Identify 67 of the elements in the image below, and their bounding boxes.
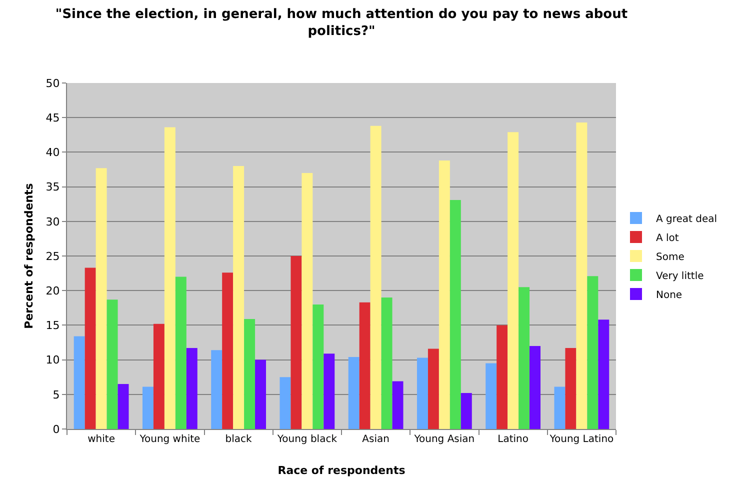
bar: [508, 132, 519, 429]
bar: [312, 304, 324, 429]
bar: [598, 320, 610, 429]
bar: [84, 268, 96, 429]
y-tick-label: 10: [46, 354, 60, 367]
y-tick-label: 15: [46, 319, 60, 332]
y-tick-label: 35: [46, 180, 60, 194]
bar: [359, 302, 370, 429]
bar: [118, 384, 129, 429]
bar: [554, 386, 566, 429]
bar: [416, 358, 428, 429]
bar: [392, 381, 404, 429]
bar: [370, 126, 382, 429]
y-tick-label: 45: [46, 111, 60, 124]
bar: [587, 276, 598, 429]
bar: [348, 357, 360, 429]
y-tick-label: 0: [52, 422, 60, 436]
bar: [518, 287, 530, 429]
bar: [530, 346, 541, 429]
x-tick-label: Young white: [138, 434, 200, 445]
bar: [438, 160, 450, 429]
bar: [175, 276, 186, 429]
bar: [96, 168, 107, 429]
x-tick-label: Asian: [362, 434, 390, 445]
bar: [324, 354, 335, 429]
bar: [233, 166, 244, 429]
y-tick-label: 5: [52, 388, 60, 402]
bar: [211, 350, 222, 429]
bar: [106, 300, 118, 429]
bar: [74, 336, 85, 429]
x-tick-label: black: [225, 434, 252, 445]
x-axis-title: Race of respondents: [278, 464, 406, 478]
bar: [565, 348, 576, 429]
bar: [153, 324, 164, 429]
bar: [222, 272, 234, 429]
legend-label: Very little: [656, 270, 704, 282]
legend-label: A great deal: [656, 214, 718, 225]
y-tick-label: 40: [46, 146, 60, 160]
x-tick-label: Latino: [498, 434, 528, 445]
bar: [450, 200, 461, 429]
bar: [280, 377, 291, 429]
legend-label: A lot: [656, 232, 679, 244]
bar: [428, 348, 439, 429]
y-tick-label: 20: [46, 284, 60, 298]
bar: [381, 298, 392, 429]
chart-title: "Since the election, in general, how much attention do you pay to news about politics?": [55, 7, 628, 39]
bar: [186, 348, 198, 429]
legend-label: Some: [656, 252, 684, 263]
legend-label: None: [656, 290, 682, 301]
y-tick-label: 30: [46, 215, 60, 228]
bar: [460, 393, 472, 429]
x-tick-label: Young black: [276, 434, 338, 445]
bar: [244, 318, 256, 429]
x-tick-label: white: [88, 434, 115, 445]
bar: [486, 363, 497, 429]
y-tick-label: 50: [46, 76, 60, 90]
y-tick-label: 25: [46, 250, 60, 263]
bar: [302, 172, 313, 429]
bar: [255, 360, 266, 429]
bar: [496, 325, 508, 429]
bar: [164, 127, 176, 429]
y-axis-title: Percent of respondents: [22, 182, 36, 329]
bar: [142, 386, 154, 429]
x-tick-label: Young Latino: [548, 434, 614, 445]
bar: [576, 122, 588, 429]
x-tick-label: Young Asian: [413, 434, 475, 445]
bar: [290, 256, 302, 429]
